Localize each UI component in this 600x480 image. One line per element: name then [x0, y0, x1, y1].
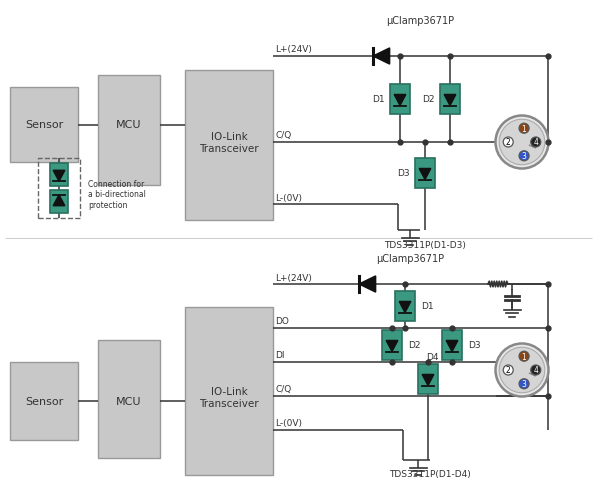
Text: C/Q: C/Q	[275, 131, 291, 140]
Text: C/Q: C/Q	[275, 384, 291, 394]
Polygon shape	[386, 341, 398, 352]
Bar	[440, 85, 460, 115]
Polygon shape	[399, 302, 411, 313]
Polygon shape	[422, 375, 434, 386]
Text: D2: D2	[408, 341, 421, 350]
Text: D3: D3	[397, 169, 410, 178]
Text: L+(24V): L+(24V)	[275, 273, 312, 282]
Polygon shape	[53, 195, 65, 206]
Text: D2: D2	[422, 96, 435, 104]
Text: L-(0V): L-(0V)	[275, 419, 302, 428]
Bar	[390, 85, 410, 115]
Text: TDS3311P(D1-D4): TDS3311P(D1-D4)	[389, 469, 471, 479]
Polygon shape	[444, 95, 456, 106]
Polygon shape	[359, 276, 376, 292]
Circle shape	[519, 351, 529, 361]
Text: 4: 4	[533, 138, 538, 147]
Text: L+(24V): L+(24V)	[275, 46, 312, 54]
Circle shape	[499, 348, 545, 393]
Text: Sensor: Sensor	[25, 396, 63, 406]
Bar	[185, 307, 273, 475]
Text: 1: 1	[521, 124, 526, 133]
Bar	[415, 159, 435, 189]
Bar	[50, 190, 68, 213]
Text: D3: D3	[468, 341, 481, 350]
Text: MCU: MCU	[116, 120, 142, 130]
Circle shape	[503, 365, 513, 375]
Circle shape	[531, 365, 541, 375]
Text: 2: 2	[506, 366, 511, 375]
Text: 4: 4	[533, 366, 538, 375]
Text: L-(0V): L-(0V)	[275, 193, 302, 202]
Text: Connection for
a bi-directional
protection: Connection for a bi-directional protecti…	[88, 180, 146, 209]
Bar	[382, 330, 402, 360]
Bar	[98, 340, 160, 458]
Text: μClamp3671P: μClamp3671P	[386, 16, 454, 26]
Bar	[10, 88, 78, 163]
Polygon shape	[446, 341, 458, 352]
Circle shape	[519, 124, 529, 134]
Bar	[418, 364, 438, 394]
Text: 2: 2	[506, 138, 511, 147]
Bar	[10, 362, 78, 440]
Text: DI: DI	[275, 351, 284, 360]
Bar	[185, 71, 273, 220]
Text: D1: D1	[373, 96, 385, 104]
Polygon shape	[419, 169, 431, 180]
Circle shape	[499, 120, 545, 166]
Text: IO-Link
Transceiver: IO-Link Transceiver	[199, 132, 259, 154]
Circle shape	[496, 116, 548, 169]
Polygon shape	[53, 171, 65, 182]
Circle shape	[503, 138, 513, 148]
Polygon shape	[394, 95, 406, 106]
Circle shape	[531, 138, 541, 148]
Text: MCU: MCU	[116, 396, 142, 406]
Text: D1: D1	[421, 302, 434, 311]
Text: 1: 1	[521, 352, 526, 361]
Text: DO: DO	[275, 317, 289, 326]
Text: μClamp3671P: μClamp3671P	[376, 253, 444, 264]
Bar	[50, 164, 68, 187]
Text: TDS3311P(D1-D3): TDS3311P(D1-D3)	[384, 241, 466, 250]
Text: 3: 3	[521, 380, 527, 388]
Bar	[442, 330, 462, 360]
Circle shape	[496, 344, 548, 396]
Circle shape	[519, 152, 529, 161]
Text: D4: D4	[426, 353, 439, 362]
Polygon shape	[373, 49, 389, 65]
Text: IO-Link
Transceiver: IO-Link Transceiver	[199, 386, 259, 408]
Circle shape	[519, 379, 529, 389]
Bar	[38, 159, 80, 218]
Bar	[395, 291, 415, 321]
Bar	[98, 76, 160, 186]
Text: 3: 3	[521, 152, 527, 161]
Text: Sensor: Sensor	[25, 120, 63, 130]
